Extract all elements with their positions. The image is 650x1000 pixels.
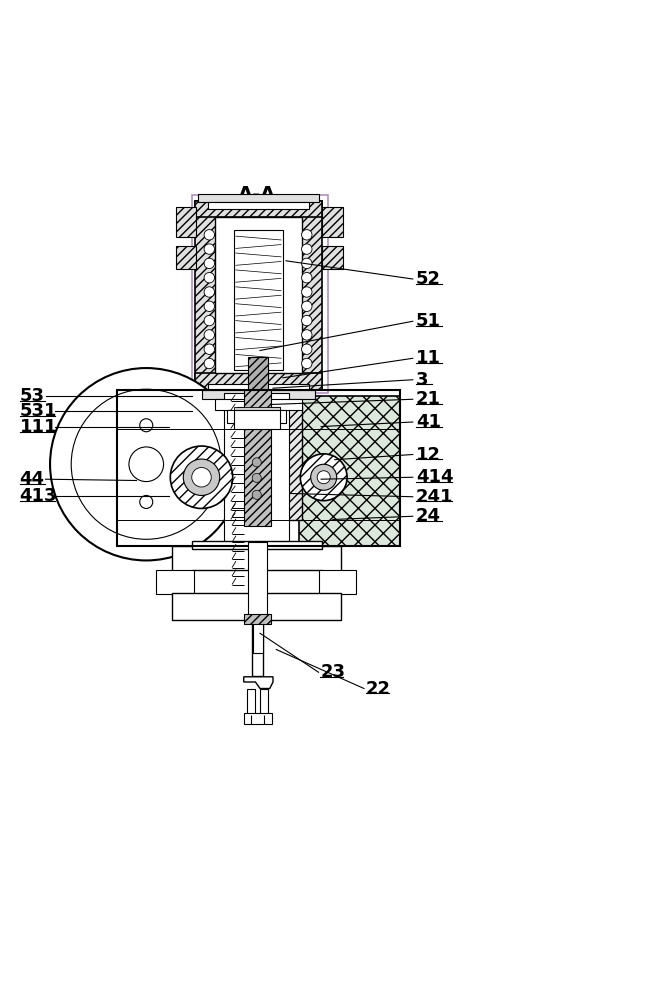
Bar	[322, 246, 343, 269]
Bar	[227, 410, 286, 423]
Text: 11: 11	[416, 349, 441, 367]
Text: 44: 44	[20, 470, 44, 488]
Bar	[247, 688, 255, 714]
Bar	[244, 416, 273, 425]
Circle shape	[140, 495, 153, 508]
Bar	[263, 406, 302, 519]
Bar	[244, 389, 271, 526]
Circle shape	[50, 368, 242, 560]
Polygon shape	[244, 677, 273, 688]
Circle shape	[140, 419, 153, 432]
Circle shape	[204, 344, 214, 354]
Text: 51: 51	[416, 312, 441, 330]
Bar	[234, 407, 280, 412]
Bar	[195, 201, 257, 389]
Circle shape	[302, 230, 312, 240]
Circle shape	[302, 258, 312, 269]
Circle shape	[204, 244, 214, 254]
Bar	[234, 410, 280, 428]
Bar	[234, 230, 283, 370]
Bar	[202, 389, 315, 399]
Circle shape	[317, 471, 330, 484]
Circle shape	[252, 473, 261, 482]
Bar	[260, 201, 322, 389]
Bar	[176, 208, 196, 237]
Bar	[248, 357, 268, 409]
Text: A-A: A-A	[238, 185, 276, 204]
Bar	[237, 407, 280, 417]
Circle shape	[302, 344, 312, 354]
Circle shape	[129, 447, 164, 482]
Text: 12: 12	[416, 446, 441, 464]
Circle shape	[302, 272, 312, 283]
Circle shape	[192, 468, 211, 487]
Circle shape	[302, 301, 312, 312]
Circle shape	[252, 458, 261, 467]
Text: 413: 413	[20, 487, 57, 505]
Bar	[214, 217, 302, 373]
Bar	[176, 246, 196, 269]
Bar	[299, 396, 400, 545]
Circle shape	[311, 464, 337, 490]
Circle shape	[204, 301, 214, 312]
Bar	[192, 194, 328, 393]
Circle shape	[204, 315, 214, 326]
Circle shape	[204, 272, 214, 283]
Text: 23: 23	[320, 663, 345, 681]
Bar	[117, 389, 400, 545]
Bar	[318, 570, 356, 594]
Bar	[253, 614, 263, 653]
Bar	[224, 393, 289, 542]
Circle shape	[302, 244, 312, 254]
Circle shape	[183, 459, 220, 495]
Bar	[208, 202, 309, 209]
Circle shape	[204, 230, 214, 240]
Circle shape	[252, 490, 261, 499]
Bar	[192, 570, 322, 594]
Circle shape	[302, 330, 312, 340]
Bar	[322, 208, 343, 237]
Text: 3: 3	[416, 371, 428, 389]
Text: 53: 53	[20, 387, 44, 405]
Bar	[214, 399, 302, 410]
Bar	[156, 570, 194, 594]
Bar	[172, 593, 341, 620]
Circle shape	[170, 446, 233, 508]
Bar	[244, 614, 271, 624]
Bar	[192, 406, 250, 519]
Text: 52: 52	[416, 270, 441, 288]
Text: 41: 41	[416, 413, 441, 431]
Bar	[195, 201, 322, 217]
Circle shape	[204, 358, 214, 369]
Circle shape	[302, 358, 312, 369]
Circle shape	[204, 258, 214, 269]
Bar	[252, 620, 263, 676]
Text: 22: 22	[366, 680, 391, 698]
Text: 241: 241	[416, 488, 454, 506]
Bar	[260, 688, 268, 714]
Circle shape	[72, 389, 221, 539]
Text: 531: 531	[20, 402, 57, 420]
Circle shape	[300, 454, 347, 501]
Bar	[117, 406, 211, 519]
Bar	[172, 545, 341, 571]
Text: 414: 414	[416, 468, 454, 486]
Bar	[208, 384, 309, 391]
Circle shape	[204, 287, 214, 297]
Circle shape	[302, 315, 312, 326]
Circle shape	[204, 330, 214, 340]
Circle shape	[302, 287, 312, 297]
Text: 21: 21	[416, 390, 441, 408]
Text: 111: 111	[20, 418, 57, 436]
Bar	[195, 373, 322, 389]
Bar	[192, 541, 322, 549]
Text: 24: 24	[416, 507, 441, 525]
Bar	[244, 713, 272, 724]
Bar	[248, 542, 266, 617]
Bar	[198, 194, 318, 202]
